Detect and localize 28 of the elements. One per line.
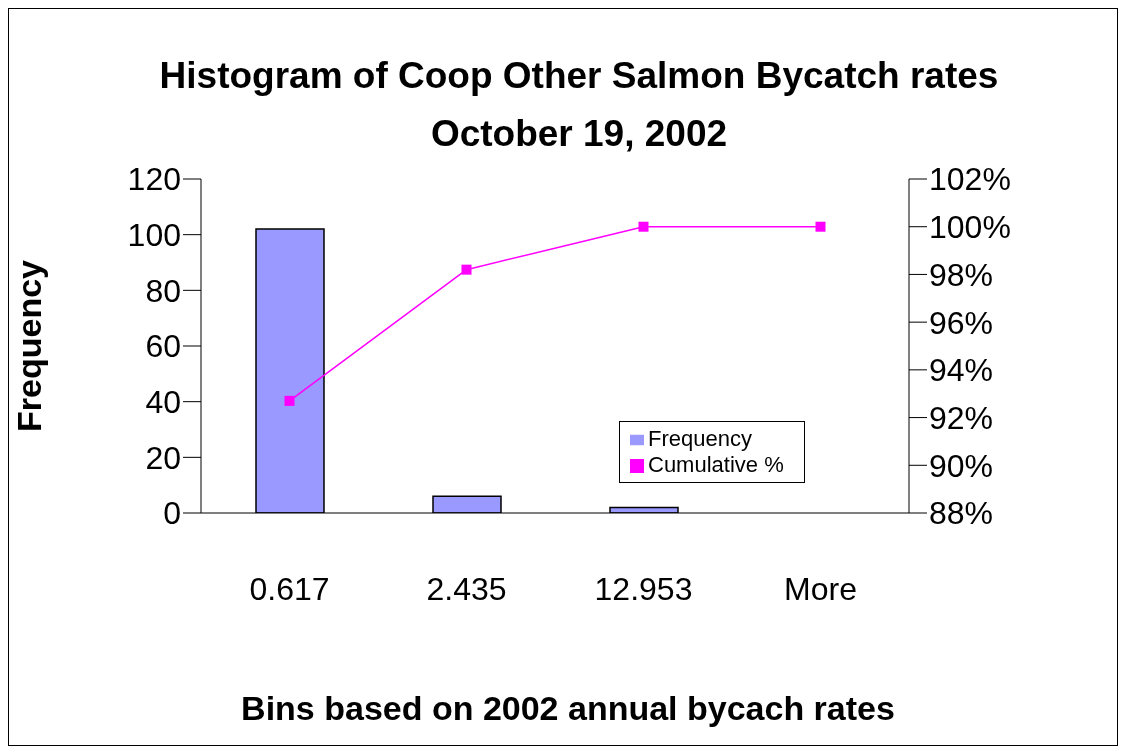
- y2-tick-label: 92%: [929, 399, 994, 436]
- y-tick-label: 60: [145, 328, 181, 365]
- y2-tick-label: 100%: [929, 209, 1011, 246]
- point: [461, 264, 472, 275]
- y2-tick-label: 88%: [929, 495, 994, 532]
- y2-tick-label: 94%: [929, 352, 994, 389]
- y-tick-label: 100: [127, 217, 181, 254]
- x-tick-label: More: [784, 570, 857, 607]
- y-tick-label: 0: [163, 495, 181, 532]
- y-tick-label: 120: [127, 161, 181, 198]
- point: [284, 395, 295, 406]
- legend-label: Frequency: [648, 426, 752, 451]
- x-tick-label: 2.435: [426, 570, 507, 607]
- y-tick-label: 80: [145, 272, 181, 309]
- chart-title: Histogram of Coop Other Salmon Bycatch rates October 19, 2002: [158, 54, 1000, 156]
- y2-tick-label: 98%: [929, 256, 994, 293]
- x-axis-title: Bins based on 2002 annual bycach rates: [240, 689, 896, 728]
- x-tick-label: 12.953: [594, 570, 693, 607]
- y-tick-label: 40: [145, 384, 181, 421]
- point: [638, 221, 649, 232]
- y-axis-title: Frequency: [10, 259, 49, 432]
- y2-tick-label: 96%: [929, 304, 994, 341]
- y-tick-label: 20: [145, 439, 181, 476]
- y2-tick-label: 90%: [929, 447, 994, 484]
- x-tick-label: 0.617: [249, 570, 330, 607]
- legend-label: Cumulative %: [648, 452, 784, 477]
- y2-tick-label: 102%: [929, 161, 1011, 198]
- point: [815, 221, 826, 232]
